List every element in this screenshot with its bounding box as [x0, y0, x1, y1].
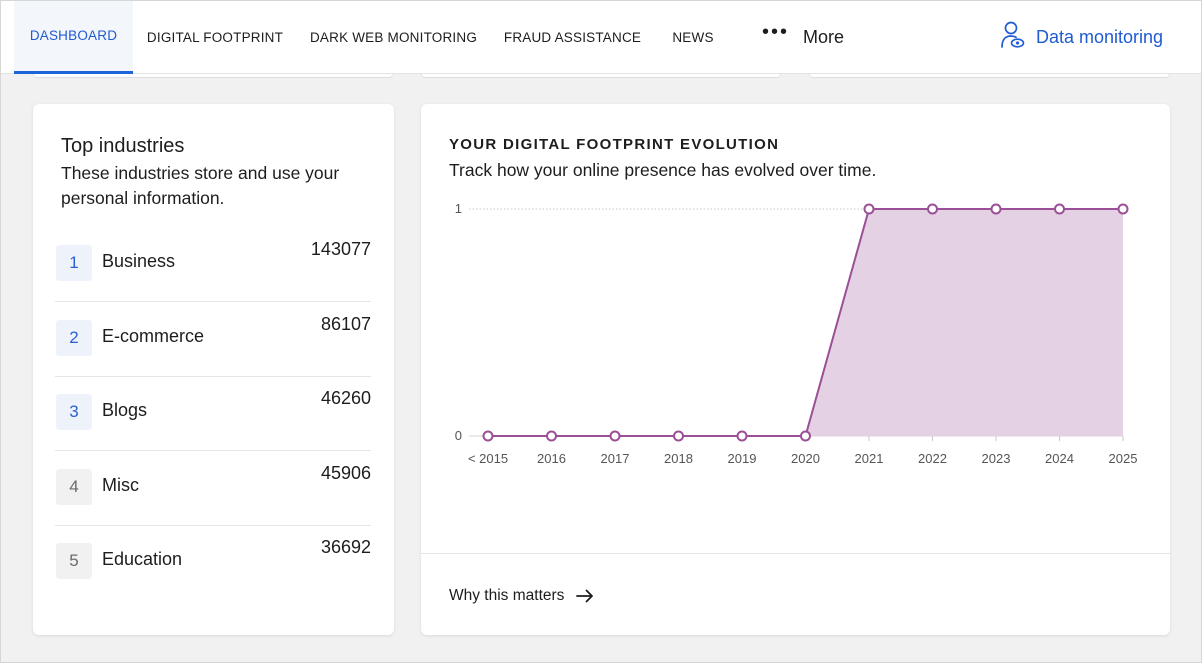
card-edge-right: [809, 74, 1170, 78]
data-point: [990, 203, 1002, 215]
industry-rank: 4: [56, 469, 92, 505]
industry-count: 46260: [320, 388, 371, 408]
more-label: More: [803, 26, 845, 47]
top-industries-subtitle: These industries store and use your pers…: [61, 163, 340, 208]
card-divider: [421, 553, 1170, 554]
tab-dark-web-monitoring[interactable]: DARK WEB MONITORING: [309, 29, 478, 45]
y-tick-label: 1: [455, 201, 462, 216]
industry-name: Blogs: [102, 400, 148, 420]
data-point: [863, 203, 875, 215]
why-this-matters-link[interactable]: Why this matters: [449, 587, 594, 605]
industry-row: 3 Blogs 46260: [55, 376, 371, 451]
x-tick-label: 2023: [982, 451, 1011, 466]
industry-row: 4 Misc 45906: [55, 451, 371, 526]
industry-name: Education: [102, 549, 183, 569]
industry-rank: 1: [56, 245, 92, 281]
arrow-right-icon: [576, 589, 594, 603]
industry-row: 5 Education 36692: [55, 525, 371, 600]
data-point: [1054, 203, 1065, 215]
more-menu-button[interactable]: ••• More: [762, 0, 844, 74]
industry-count: 36692: [320, 537, 371, 557]
data-point: [736, 430, 748, 442]
user-monitoring-icon: [1000, 20, 1026, 55]
top-industries-title: Top industries: [61, 135, 185, 157]
top-nav: DASHBOARD DIGITAL FOOTPRINT DARK WEB MON…: [0, 0, 1202, 74]
industry-rank: 2: [56, 320, 92, 356]
data-point: [609, 430, 621, 442]
x-tick-label: 2018: [664, 451, 693, 466]
industry-count: 45906: [320, 463, 371, 483]
x-tick-label: 2020: [791, 451, 820, 466]
data-point: [1117, 203, 1129, 215]
x-tick-label: 2025: [1109, 451, 1138, 466]
footprint-area-chart: 0 1 < 2015 2016 2017 2018 2019 2020 2021 2022 2023…: [455, 201, 1138, 466]
why-this-matters-label: Why this matters: [449, 587, 565, 604]
evolution-title: YOUR DIGITAL FOOTPRINT EVOLUTION: [449, 136, 780, 153]
industry-name: E-commerce: [102, 326, 205, 346]
data-point: [927, 203, 938, 215]
more-dots-icon: •••: [762, 21, 790, 43]
data-point: [800, 430, 811, 442]
data-point: [546, 430, 557, 442]
card-edge-middle: [421, 74, 781, 78]
industry-count: 143077: [310, 239, 371, 259]
industry-name: Misc: [102, 475, 139, 495]
x-tick-label: 2024: [1045, 451, 1074, 466]
industry-count: 86107: [320, 314, 371, 334]
data-monitoring-button[interactable]: Data monitoring: [1000, 0, 1163, 74]
industry-rank: 3: [56, 394, 92, 430]
y-tick-label: 0: [455, 428, 462, 443]
industry-name: Business: [102, 251, 176, 271]
tab-news[interactable]: NEWS: [672, 29, 714, 45]
x-tick-label: 2019: [728, 451, 757, 466]
data-point: [482, 430, 494, 442]
data-monitoring-label: Data monitoring: [1036, 26, 1164, 47]
x-tick-label: 2022: [918, 451, 947, 466]
footprint-evolution-card: YOUR DIGITAL FOOTPRINT EVOLUTION Track h…: [421, 104, 1170, 635]
tab-digital-footprint[interactable]: DIGITAL FOOTPRINT: [146, 29, 284, 45]
top-industries-card: Top industries These industries store an…: [33, 104, 394, 635]
x-tick-label: 2021: [855, 451, 884, 466]
tab-dashboard[interactable]: DASHBOARD: [14, 0, 133, 74]
industry-row: 1 Business 143077: [55, 227, 371, 302]
card-edge-left: [33, 74, 393, 78]
x-tick-label: < 2015: [468, 451, 508, 466]
data-point: [673, 430, 684, 442]
industry-row: 2 E-commerce 86107: [55, 302, 371, 377]
x-tick-label: 2017: [601, 451, 630, 466]
industry-rank: 5: [56, 543, 92, 579]
evolution-subtitle: Track how your online presence has evolv…: [449, 160, 877, 180]
x-tick-label: 2016: [537, 451, 566, 466]
area-fill: [488, 209, 1123, 436]
tab-fraud-assistance[interactable]: FRAUD ASSISTANCE: [503, 29, 642, 45]
